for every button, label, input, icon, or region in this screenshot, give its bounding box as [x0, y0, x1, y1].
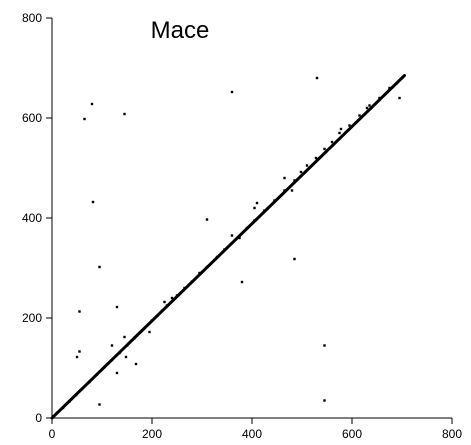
scatter-point — [170, 296, 174, 300]
scatter-point — [124, 355, 128, 359]
scatter-point — [299, 170, 303, 174]
y-tick-label: 200 — [22, 311, 42, 325]
scatter-point — [400, 76, 404, 80]
scatter-point — [75, 355, 79, 359]
scatter-point — [183, 286, 186, 290]
scatter-point — [95, 373, 99, 376]
scatter-point — [245, 226, 249, 230]
scatter-point — [133, 336, 136, 340]
scatter-point — [110, 344, 114, 347]
axis-ticks: 0 200 400 600 800 0 200 400 600 800 — [22, 11, 462, 441]
scatter-point — [175, 294, 179, 297]
scatter-point — [315, 76, 319, 80]
scatter-point — [90, 102, 94, 106]
scatter-point — [115, 305, 119, 309]
scatter-point — [140, 329, 144, 332]
scatter-point — [215, 255, 219, 259]
scatter-point — [398, 96, 401, 100]
scatter-point — [123, 335, 126, 339]
scatter-point — [150, 319, 154, 322]
scatter-point — [263, 209, 266, 212]
scatter-point — [83, 117, 86, 121]
scatter-point — [78, 310, 81, 313]
scatter-point — [55, 411, 59, 415]
scatter-point — [160, 309, 164, 313]
scatter-point — [110, 358, 114, 362]
scatter-point — [323, 344, 326, 347]
scatter-point — [230, 90, 234, 94]
scatter-point — [61, 406, 65, 410]
scatter-point — [255, 201, 259, 205]
x-tick-label: 800 — [442, 427, 462, 441]
scatter-point — [118, 351, 121, 355]
scatter-point — [323, 399, 326, 402]
scatter-point — [103, 365, 106, 369]
diagonal-series-group — [50, 74, 406, 420]
scatter-point — [190, 280, 194, 283]
chart-title: Mace — [151, 17, 210, 44]
scatter-point — [293, 179, 296, 182]
scatter-point — [253, 219, 256, 222]
scatter-points — [55, 76, 404, 415]
scatter-point — [338, 131, 341, 135]
x-tick-label: 600 — [342, 427, 362, 441]
diagonal-series-line — [50, 74, 406, 420]
x-tick-label: 400 — [242, 427, 262, 441]
scatter-point — [165, 304, 169, 307]
scatter-point — [98, 403, 101, 406]
scatter-point — [283, 176, 286, 180]
scatter-point — [74, 393, 78, 397]
scatter-point — [125, 344, 129, 347]
scatter-point — [148, 330, 151, 334]
scatter-point — [78, 350, 81, 353]
scatter-point — [323, 147, 326, 151]
scatter-point — [205, 218, 209, 221]
scatter-point — [314, 156, 318, 160]
scatter-point — [395, 81, 399, 85]
scatter-point — [115, 371, 119, 375]
x-tick-label: 0 — [49, 427, 56, 441]
y-tick-label: 400 — [22, 211, 42, 225]
y-tick-label: 800 — [22, 11, 42, 25]
scatter-point — [238, 236, 241, 240]
scatter-point — [283, 189, 286, 192]
scatter-point — [365, 106, 369, 110]
scatter-point — [358, 114, 361, 117]
scatter-point — [91, 200, 95, 204]
scatter-point — [98, 265, 101, 269]
scatter-point — [80, 387, 84, 391]
scatter-point — [163, 300, 166, 304]
scatter-point — [339, 127, 343, 131]
scatter-point — [273, 199, 276, 202]
scatter-point — [230, 234, 234, 237]
y-tick-label: 600 — [22, 111, 42, 125]
scatter-point — [290, 189, 294, 192]
scatter-point — [388, 86, 391, 90]
scatter-point — [123, 112, 126, 116]
scatter-point — [198, 271, 201, 275]
scatter-point — [205, 265, 209, 269]
scatter-point — [293, 257, 296, 261]
scatter-point — [330, 140, 334, 144]
scatter-point — [253, 206, 256, 210]
scatter-point — [68, 400, 71, 403]
scatter-point — [348, 124, 351, 127]
x-tick-label: 200 — [142, 427, 162, 441]
scatter-point — [134, 362, 138, 366]
y-tick-label: 0 — [35, 411, 42, 425]
scatter-point — [88, 380, 91, 384]
scatter-point — [305, 164, 309, 167]
scatter-point — [240, 280, 244, 284]
scatter-point — [223, 248, 226, 251]
scatter-point — [378, 96, 381, 100]
scatter-point — [368, 104, 371, 107]
